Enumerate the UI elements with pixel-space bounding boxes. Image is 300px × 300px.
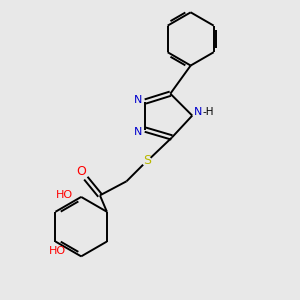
Text: N: N — [134, 127, 142, 137]
Text: N: N — [194, 107, 202, 118]
Text: HO: HO — [56, 190, 73, 200]
Text: O: O — [76, 165, 86, 178]
Text: N: N — [134, 95, 142, 105]
Text: HO: HO — [48, 246, 66, 256]
Text: -H: -H — [203, 107, 214, 118]
Text: S: S — [143, 154, 151, 167]
